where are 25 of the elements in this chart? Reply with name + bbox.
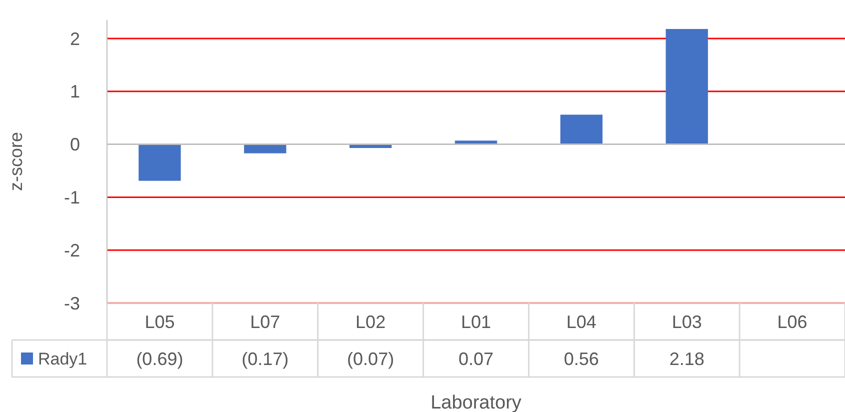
data-label: 0.56 — [564, 348, 599, 369]
bar — [244, 144, 286, 154]
x-tick-label: L02 — [356, 312, 386, 332]
bar — [666, 28, 708, 144]
x-tick-label: L03 — [672, 312, 702, 332]
bar — [138, 144, 181, 181]
y-tick-label: -3 — [64, 293, 80, 314]
data-label: 0.07 — [458, 348, 494, 369]
legend-label: Rady1 — [38, 349, 88, 368]
x-tick-label: L07 — [250, 312, 280, 332]
y-tick-label: 1 — [70, 82, 80, 102]
x-tick-label: L06 — [777, 312, 808, 332]
y-tick-label: 0 — [70, 134, 80, 155]
data-label: (0.17) — [242, 348, 289, 369]
x-tick-label: L04 — [566, 312, 596, 332]
data-label: (0.69) — [136, 348, 184, 369]
x-tick-label: L01 — [460, 312, 492, 332]
data-label: 2.18 — [669, 348, 704, 369]
x-tick-label: L05 — [144, 312, 175, 332]
y-tick-label: -2 — [64, 240, 80, 260]
y-tick-label: -1 — [64, 188, 80, 208]
data-label: (0.07) — [347, 348, 394, 369]
bar — [560, 114, 603, 144]
y-tick-label: 2 — [70, 28, 80, 49]
y-axis-title: z-score — [6, 132, 26, 192]
